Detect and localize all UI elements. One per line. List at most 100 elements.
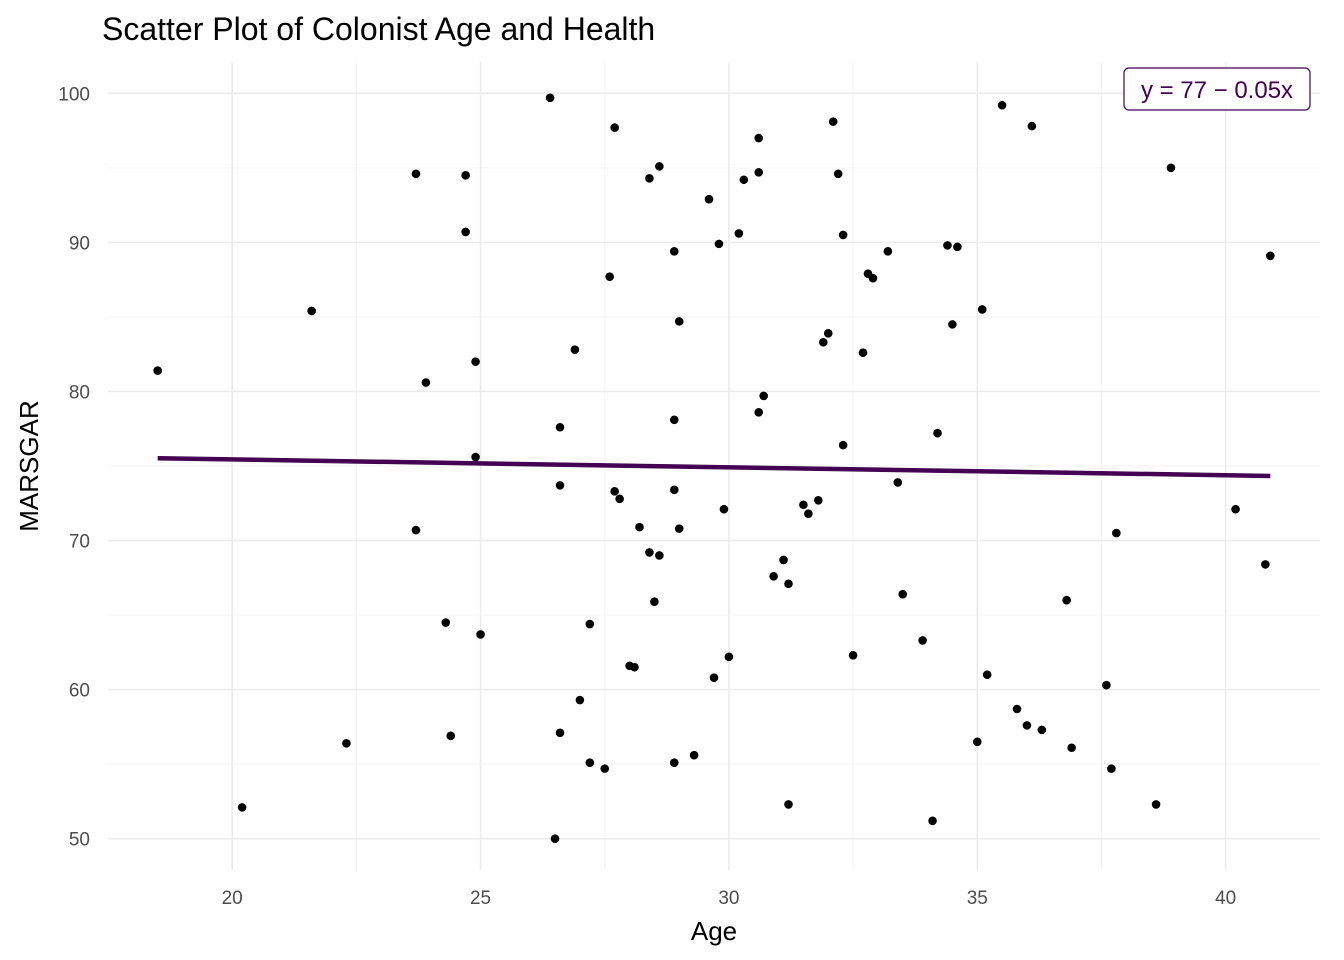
data-point	[858, 348, 868, 358]
data-point	[823, 329, 833, 338]
x-axis-title: Age	[691, 916, 737, 946]
data-point	[615, 494, 624, 504]
data-point	[669, 758, 679, 767]
data-point	[669, 415, 679, 425]
trend-line-group	[157, 456, 1271, 479]
data-point	[769, 572, 778, 581]
data-point	[575, 695, 585, 705]
data-point	[555, 422, 565, 432]
chart-title: Scatter Plot of Colonist Age and Health	[102, 11, 655, 47]
data-point	[669, 485, 679, 495]
data-point	[307, 306, 316, 316]
data-point	[883, 247, 893, 256]
x-tick-label: 25	[470, 888, 491, 909]
data-point	[471, 452, 480, 462]
data-point	[977, 305, 987, 314]
data-point	[674, 524, 684, 533]
data-point	[674, 317, 684, 326]
data-point	[1027, 121, 1037, 131]
data-point	[476, 630, 485, 639]
data-point	[868, 273, 878, 283]
data-point	[754, 168, 764, 177]
data-point	[600, 764, 610, 773]
data-point	[655, 162, 664, 171]
data-point	[724, 652, 734, 662]
equation-annotation: y = 77 − 0.05x	[1123, 67, 1311, 111]
data-point	[610, 487, 619, 496]
data-point	[153, 366, 162, 375]
data-point	[1107, 764, 1116, 773]
data-point	[421, 378, 431, 387]
data-point	[605, 272, 614, 281]
data-point	[446, 731, 456, 741]
data-point	[570, 345, 580, 355]
data-point	[1151, 800, 1161, 809]
data-points	[153, 93, 1275, 843]
data-point	[585, 758, 595, 767]
data-point	[1022, 721, 1032, 730]
data-point	[848, 651, 858, 660]
data-point	[411, 525, 421, 535]
x-tick-label: 20	[222, 888, 243, 909]
data-point	[471, 357, 480, 366]
y-tick-label: 50	[69, 830, 90, 851]
data-point	[933, 428, 942, 438]
data-point	[585, 619, 595, 629]
data-point	[630, 662, 639, 672]
data-point	[828, 117, 838, 126]
data-point	[411, 169, 421, 179]
data-point	[645, 548, 654, 557]
data-point	[1062, 595, 1071, 605]
data-point	[818, 337, 828, 347]
data-point	[754, 133, 764, 143]
data-point	[948, 320, 957, 329]
data-point	[655, 551, 664, 560]
trend-line	[157, 456, 1271, 479]
data-point	[784, 579, 793, 589]
data-point	[1166, 163, 1176, 173]
data-point	[754, 408, 764, 417]
data-point	[555, 481, 565, 490]
data-point	[943, 241, 952, 250]
data-point	[1112, 528, 1121, 538]
data-point	[918, 636, 927, 645]
data-point	[635, 522, 644, 532]
y-tick-label: 90	[69, 233, 90, 254]
data-point	[1261, 560, 1270, 569]
data-point	[704, 194, 714, 204]
data-point	[650, 597, 659, 606]
data-point	[833, 169, 843, 179]
data-point	[342, 738, 351, 748]
equation-box	[1123, 67, 1311, 111]
data-point	[784, 800, 793, 809]
gridlines	[108, 62, 1320, 870]
data-point	[779, 555, 788, 565]
data-point	[739, 175, 749, 185]
data-point	[997, 100, 1007, 110]
data-point	[982, 670, 992, 680]
y-tick-label: 60	[69, 681, 90, 702]
data-point	[1102, 680, 1111, 690]
y-axis-title: MARSGAR	[14, 400, 44, 531]
y-tick-label: 100	[58, 84, 90, 105]
data-point	[645, 173, 654, 183]
data-point	[689, 750, 699, 760]
data-point	[893, 478, 903, 487]
equation-label: y = 77 − 0.05x	[1141, 77, 1293, 104]
data-point	[237, 803, 247, 812]
data-point	[669, 247, 679, 256]
y-axis-ticks: 50 60 70 80 90 100	[58, 84, 90, 850]
y-tick-label: 80	[69, 382, 90, 403]
data-point	[709, 673, 719, 682]
data-point	[799, 500, 808, 510]
data-point	[1067, 743, 1076, 753]
data-point	[898, 589, 908, 599]
data-point	[550, 834, 560, 843]
data-point	[838, 230, 848, 240]
data-point	[1231, 504, 1240, 514]
data-point	[441, 618, 451, 627]
data-point	[1012, 704, 1022, 714]
data-point	[814, 495, 823, 505]
